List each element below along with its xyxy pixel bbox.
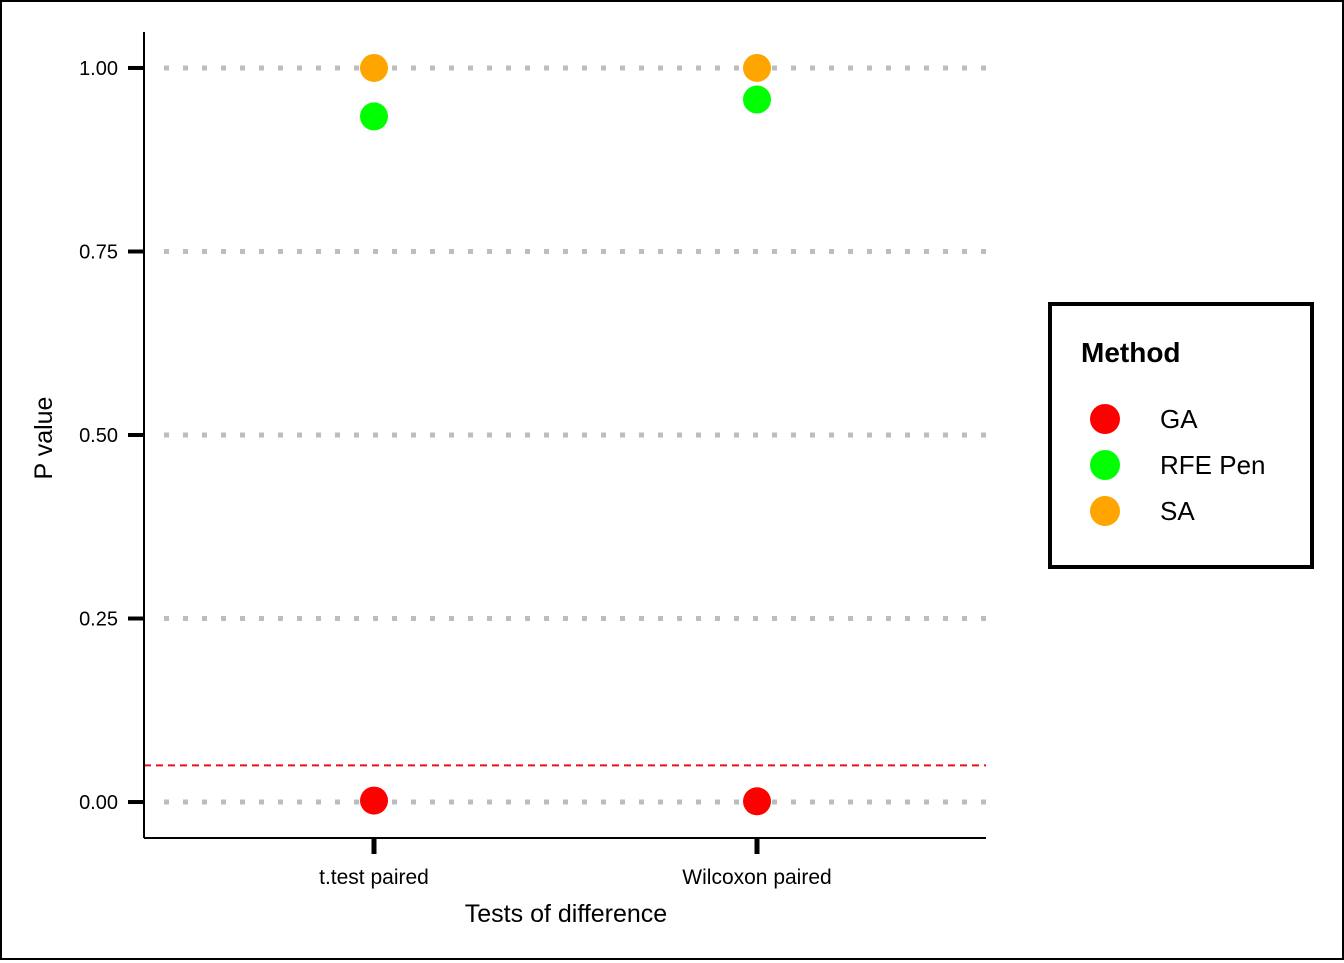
legend-items: GA RFE Pen SA	[1090, 404, 1266, 526]
legend: Method GA RFE Pen SA	[1048, 302, 1314, 569]
data-point	[743, 53, 771, 82]
y-tick-label: 0.50	[79, 425, 118, 447]
grid-lines	[164, 65, 986, 805]
y-axis-ticks: 0.00 0.25 0.50 0.75 1.00	[79, 58, 144, 814]
x-axis-ticks: t.test paired Wilcoxon paired	[319, 838, 832, 889]
legend-box	[1048, 302, 1314, 569]
legend-key	[1090, 404, 1120, 434]
y-tick-label: 0.25	[79, 609, 118, 631]
data-points	[360, 53, 771, 816]
y-tick-label: 1.00	[79, 58, 118, 80]
data-point	[743, 787, 771, 816]
y-axis-title: P value	[30, 397, 58, 480]
x-tick-label: t.test paired	[319, 866, 429, 889]
y-tick-label: 0.00	[79, 792, 118, 814]
legend-label: SA	[1160, 496, 1195, 526]
legend-label: RFE Pen	[1160, 450, 1266, 480]
data-point	[743, 85, 771, 114]
legend-label: GA	[1160, 404, 1198, 434]
x-axis-title: Tests of difference	[465, 900, 667, 928]
legend-title: Method	[1081, 337, 1181, 368]
data-point	[360, 53, 388, 82]
data-point	[360, 102, 388, 131]
legend-key	[1090, 450, 1120, 480]
x-tick-label: Wilcoxon paired	[682, 866, 831, 889]
data-point	[360, 786, 388, 815]
y-tick-label: 0.75	[79, 241, 118, 263]
legend-key	[1090, 496, 1120, 526]
